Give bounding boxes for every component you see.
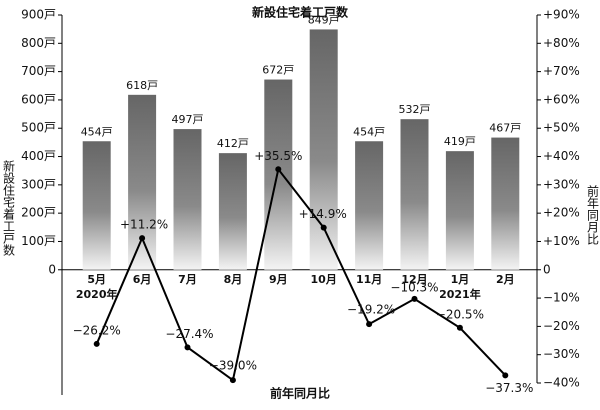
line-point (184, 344, 191, 351)
x-tick-sublabel: 2021年 (439, 287, 481, 301)
x-tick-label: 6月 (133, 273, 152, 286)
x-tick-label: 1月 (451, 273, 470, 286)
bar (264, 79, 293, 270)
bar-value-label: 497戸 (172, 113, 204, 126)
bar (309, 29, 338, 270)
y2-tick-label: +40% (543, 149, 580, 163)
x-tick-label: 5月 (87, 273, 106, 286)
y2-tick-label: −30% (543, 347, 580, 361)
x-tick-sublabel: 2020年 (76, 287, 118, 301)
line-point (502, 372, 509, 379)
x-tick-label: 9月 (269, 273, 288, 286)
x-tick-label: 8月 (224, 273, 243, 286)
bar (491, 137, 520, 270)
y2-tick-label: +10% (543, 234, 580, 248)
line-value-label: −20.5% (436, 307, 484, 321)
y-tick-label: 600戸 (21, 92, 56, 106)
bar-value-label: 618戸 (126, 79, 158, 92)
y-axis-label: 新設住宅着工戸数 (2, 159, 16, 257)
y2-tick-label: −20% (543, 319, 580, 333)
x-tick-label: 7月 (178, 273, 197, 286)
y2-axis-label: 前年同月比 (586, 184, 600, 246)
y2-tick-label: 0 (543, 262, 551, 276)
bar (173, 129, 202, 270)
x-axis-label: 前年同月比 (270, 386, 330, 401)
y2-tick-label: +90% (543, 8, 580, 22)
bar-value-label: 532戸 (399, 103, 431, 116)
x-tick-label: 11月 (356, 273, 382, 286)
bar (218, 153, 247, 270)
y2-tick-label: +50% (543, 121, 580, 135)
bar-value-label: 849戸 (308, 13, 340, 26)
line-point (229, 377, 236, 384)
chart-title: 新設住宅着工戸数 (252, 5, 349, 20)
bar-value-label: 454戸 (353, 125, 385, 138)
line-value-label: −37.3% (485, 381, 533, 395)
line-value-label: +11.2% (120, 218, 168, 232)
y-tick-label: 100戸 (21, 234, 56, 248)
bar-value-label: 419戸 (444, 135, 476, 148)
y2-tick-label: +60% (543, 92, 580, 106)
line-point (411, 295, 418, 302)
line-point (320, 224, 327, 231)
line-point (456, 324, 463, 331)
line-value-label: −10.3% (390, 280, 438, 294)
bar-value-label: 672戸 (262, 64, 294, 77)
y-tick-label: 400戸 (21, 149, 56, 163)
x-tick-label: 12月 (401, 273, 427, 286)
bar (355, 141, 384, 270)
line-value-label: −19.2% (347, 303, 395, 317)
line-point (139, 235, 146, 242)
y2-tick-label: +80% (543, 36, 580, 50)
y2-tick-label: +20% (543, 206, 580, 220)
y-tick-label: 700戸 (21, 64, 56, 78)
y2-tick-label: +70% (543, 64, 580, 78)
y-tick-label: 200戸 (21, 206, 56, 220)
line-point (93, 340, 100, 347)
y-tick-label: 500戸 (21, 121, 56, 135)
line-point (275, 166, 282, 173)
y2-tick-label: −40% (543, 376, 580, 390)
line-value-label: −26.2% (73, 323, 121, 337)
line (95, 166, 507, 382)
line-value-label: −39.0% (209, 359, 257, 373)
bar (128, 94, 157, 270)
y-tick-label: 900戸 (21, 8, 56, 22)
y2-tick-label: −10% (543, 291, 580, 305)
y2-tick-label: +30% (543, 177, 580, 191)
line-value-label: +35.5% (254, 149, 302, 163)
y-tick-label: 800戸 (21, 36, 56, 50)
y-tick-label: 300戸 (21, 177, 56, 191)
x-tick-label: 2月 (496, 273, 515, 286)
bar-value-label: 412戸 (217, 137, 249, 150)
bar (445, 151, 474, 270)
line-point (366, 321, 373, 328)
bar (400, 119, 429, 270)
line-value-label: −27.4% (165, 327, 213, 341)
bar (82, 141, 111, 270)
x-tick-label: 10月 (311, 273, 337, 286)
line-value-label: +14.9% (299, 207, 347, 221)
y-tick-label: 0 (48, 262, 56, 276)
bar-value-label: 467戸 (489, 122, 521, 135)
bar-value-label: 454戸 (81, 125, 113, 138)
